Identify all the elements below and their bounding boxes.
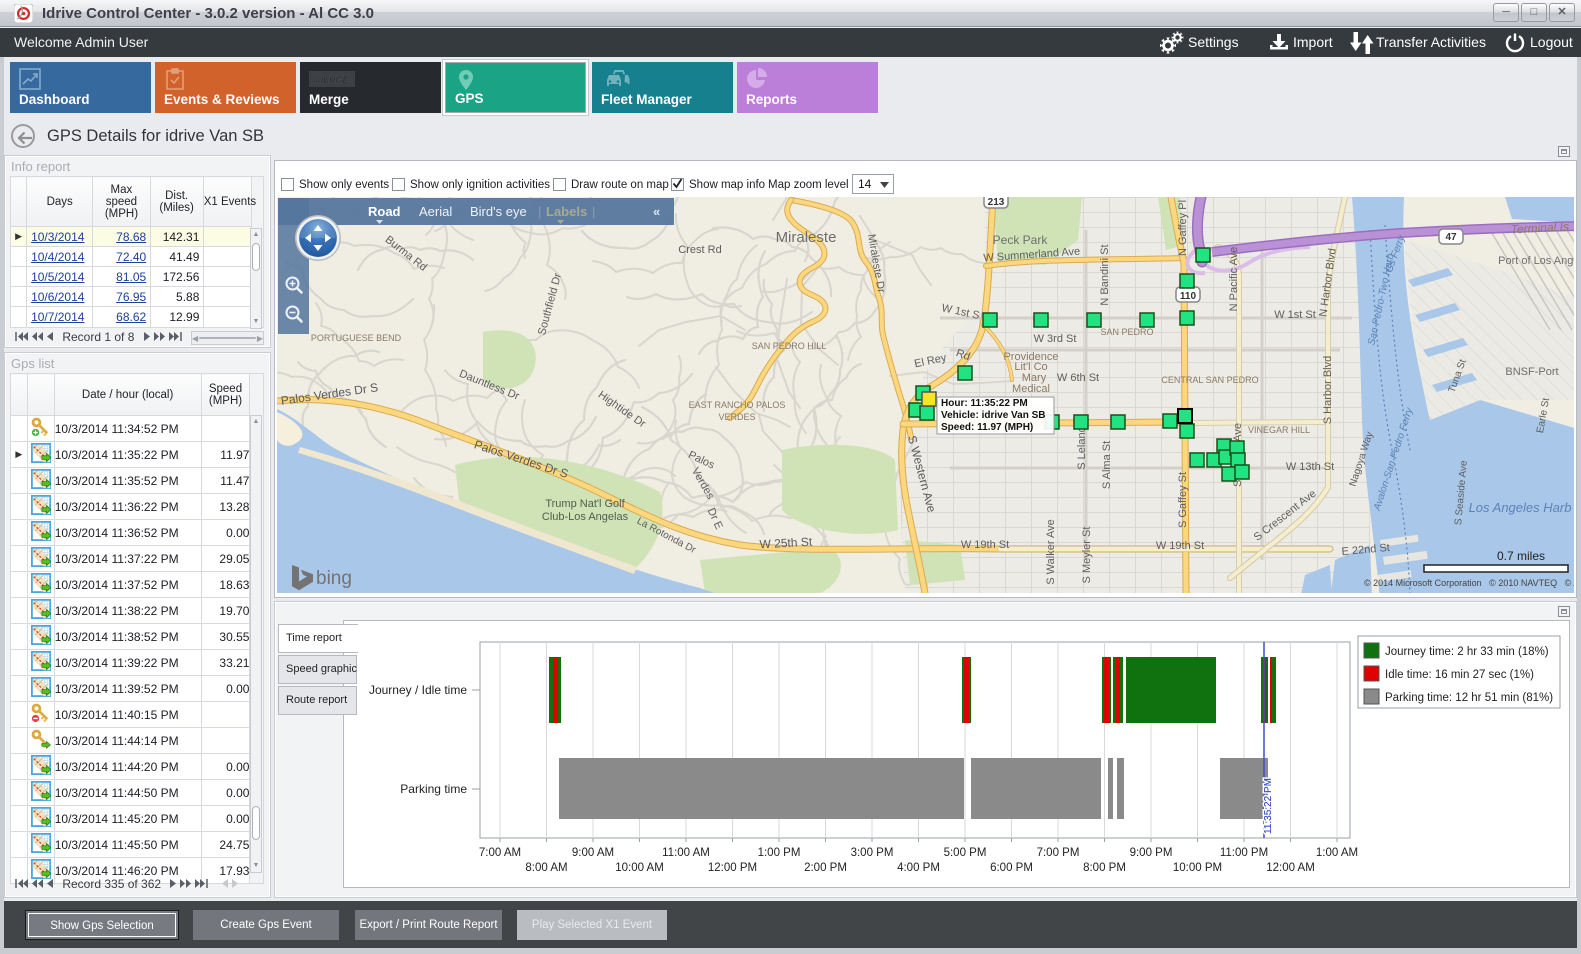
svg-text:S Leland: S Leland [1076, 426, 1088, 469]
svg-text:Los Angeles Harb: Los Angeles Harb [1469, 500, 1572, 515]
svg-text:S Walker Ave: S Walker Ave [1045, 519, 1057, 584]
svg-text:Aerial: Aerial [419, 204, 452, 219]
svg-text:10:00 PM: 10:00 PM [1173, 862, 1222, 874]
svg-text:7:00 AM: 7:00 AM [479, 847, 521, 859]
svg-text:Bird's eye: Bird's eye [470, 204, 527, 219]
svg-text:Parking time: 12 hr 51 min (81: Parking time: 12 hr 51 min (81%) [1385, 692, 1553, 704]
svg-text:8:00 AM: 8:00 AM [525, 862, 567, 874]
svg-text:W 3rd St: W 3rd St [1034, 333, 1077, 345]
svg-text:11:00 AM: 11:00 AM [662, 847, 710, 859]
svg-text:1:00 AM: 1:00 AM [1316, 847, 1358, 859]
svg-text:bing: bing [316, 568, 352, 589]
svg-text:Peck Park: Peck Park [993, 233, 1049, 247]
svg-text:Trump Nat'l Golf: Trump Nat'l Golf [545, 498, 625, 510]
svg-text:47: 47 [1445, 232, 1457, 243]
svg-text:6:00 PM: 6:00 PM [990, 862, 1033, 874]
svg-text:213: 213 [988, 197, 1005, 208]
svg-text:Rd: Rd [954, 347, 971, 363]
svg-text:Parking time: Parking time [400, 782, 467, 796]
svg-text:Labels: Labels [546, 204, 587, 219]
svg-text:Idle time: 16 min 27 sec (1%): Idle time: 16 min 27 sec (1%) [1385, 669, 1534, 681]
svg-text:|: | [538, 204, 541, 219]
svg-text:8:00 PM: 8:00 PM [1083, 862, 1126, 874]
svg-text:S Alma St: S Alma St [1101, 441, 1113, 489]
svg-text:Speed: 11.97 (MPH): Speed: 11.97 (MPH) [941, 422, 1033, 433]
svg-text:VINEGAR HILL: VINEGAR HILL [1248, 425, 1310, 435]
svg-text:© 2014 Microsoft Corporation: © 2014 Microsoft Corporation © 2010 NAVT… [1364, 578, 1574, 588]
svg-text:10:00 AM: 10:00 AM [615, 862, 664, 874]
svg-text:9:00 PM: 9:00 PM [1130, 847, 1173, 859]
svg-text:Terminal Is: Terminal Is [1510, 219, 1569, 236]
svg-text:|: | [592, 204, 595, 219]
svg-text:S Harbor Blvd: S Harbor Blvd [1322, 356, 1334, 424]
svg-text:110: 110 [1180, 291, 1197, 302]
svg-text:BNSF-Port: BNSF-Port [1505, 366, 1558, 378]
svg-text:5:00 PM: 5:00 PM [944, 847, 987, 859]
svg-text:W 19th St: W 19th St [961, 539, 1009, 551]
svg-text:Lit'l Co: Lit'l Co [1014, 361, 1047, 373]
svg-text:9:00 AM: 9:00 AM [572, 847, 614, 859]
svg-text:11:35:22 PM: 11:35:22 PM [1263, 778, 1274, 834]
svg-text:1:00 PM: 1:00 PM [758, 847, 801, 859]
svg-text:S Gaffey St: S Gaffey St [1177, 472, 1189, 528]
svg-text:SAN PEDRO: SAN PEDRO [1100, 327, 1153, 337]
svg-text:W 1st St: W 1st St [1274, 309, 1316, 321]
svg-text:N Gaffey Pl: N Gaffey Pl [1177, 200, 1189, 256]
svg-text:MERGE: MERGE [315, 75, 349, 85]
svg-text:W 25th St: W 25th St [759, 535, 813, 552]
svg-text:W 19th St: W 19th St [1156, 540, 1204, 552]
svg-text:Medical: Medical [1012, 383, 1050, 395]
svg-text:Hour: 11:35:22 PM: Hour: 11:35:22 PM [941, 398, 1028, 409]
svg-text:S Meyler St: S Meyler St [1081, 527, 1093, 584]
svg-text:Providence: Providence [1003, 351, 1058, 363]
svg-text:Miraleste: Miraleste [776, 229, 837, 246]
svg-text:7:00 PM: 7:00 PM [1037, 847, 1080, 859]
svg-text:PORTUGUESE BEND: PORTUGUESE BEND [311, 333, 402, 343]
svg-text:0.7 miles: 0.7 miles [1497, 549, 1545, 563]
svg-text:N Bandini St: N Bandini St [1099, 244, 1111, 305]
svg-text:11:00 PM: 11:00 PM [1220, 847, 1268, 859]
svg-text:Port of Los Angel: Port of Los Angel [1498, 255, 1574, 267]
svg-text:12:00 PM: 12:00 PM [708, 862, 757, 874]
svg-text:2:00 PM: 2:00 PM [804, 862, 847, 874]
svg-text:11:35:22 PM: 11:35:22 PM [1263, 778, 1274, 834]
svg-text:Road: Road [368, 204, 401, 219]
svg-text:SAN PEDRO HILL: SAN PEDRO HILL [752, 341, 827, 351]
svg-text:VERDES: VERDES [718, 412, 755, 422]
svg-text:12:00 AM: 12:00 AM [1266, 862, 1315, 874]
svg-text:Crest Rd: Crest Rd [678, 244, 721, 256]
svg-text:Vehicle: idrive Van SB: Vehicle: idrive Van SB [941, 410, 1046, 421]
svg-text:«: « [653, 204, 660, 219]
svg-text:Journey time: 2 hr 33 min (18%: Journey time: 2 hr 33 min (18%) [1385, 646, 1549, 658]
svg-text:3:00 PM: 3:00 PM [851, 847, 894, 859]
svg-text:4:00 PM: 4:00 PM [897, 862, 940, 874]
svg-text:Journey / Idle time: Journey / Idle time [369, 683, 467, 697]
svg-text:W 6th St: W 6th St [1057, 372, 1099, 384]
svg-text:W 13th St: W 13th St [1286, 461, 1334, 473]
svg-text:E 22nd St: E 22nd St [1341, 542, 1390, 558]
svg-text:EAST RANCHO PALOS: EAST RANCHO PALOS [689, 400, 786, 410]
svg-text:CENTRAL SAN PEDRO: CENTRAL SAN PEDRO [1161, 375, 1258, 385]
svg-text:Club-Los Angelas: Club-Los Angelas [542, 511, 629, 523]
svg-text:Mary: Mary [1022, 372, 1047, 384]
svg-text:N Pacific Ave: N Pacific Ave [1228, 247, 1240, 312]
